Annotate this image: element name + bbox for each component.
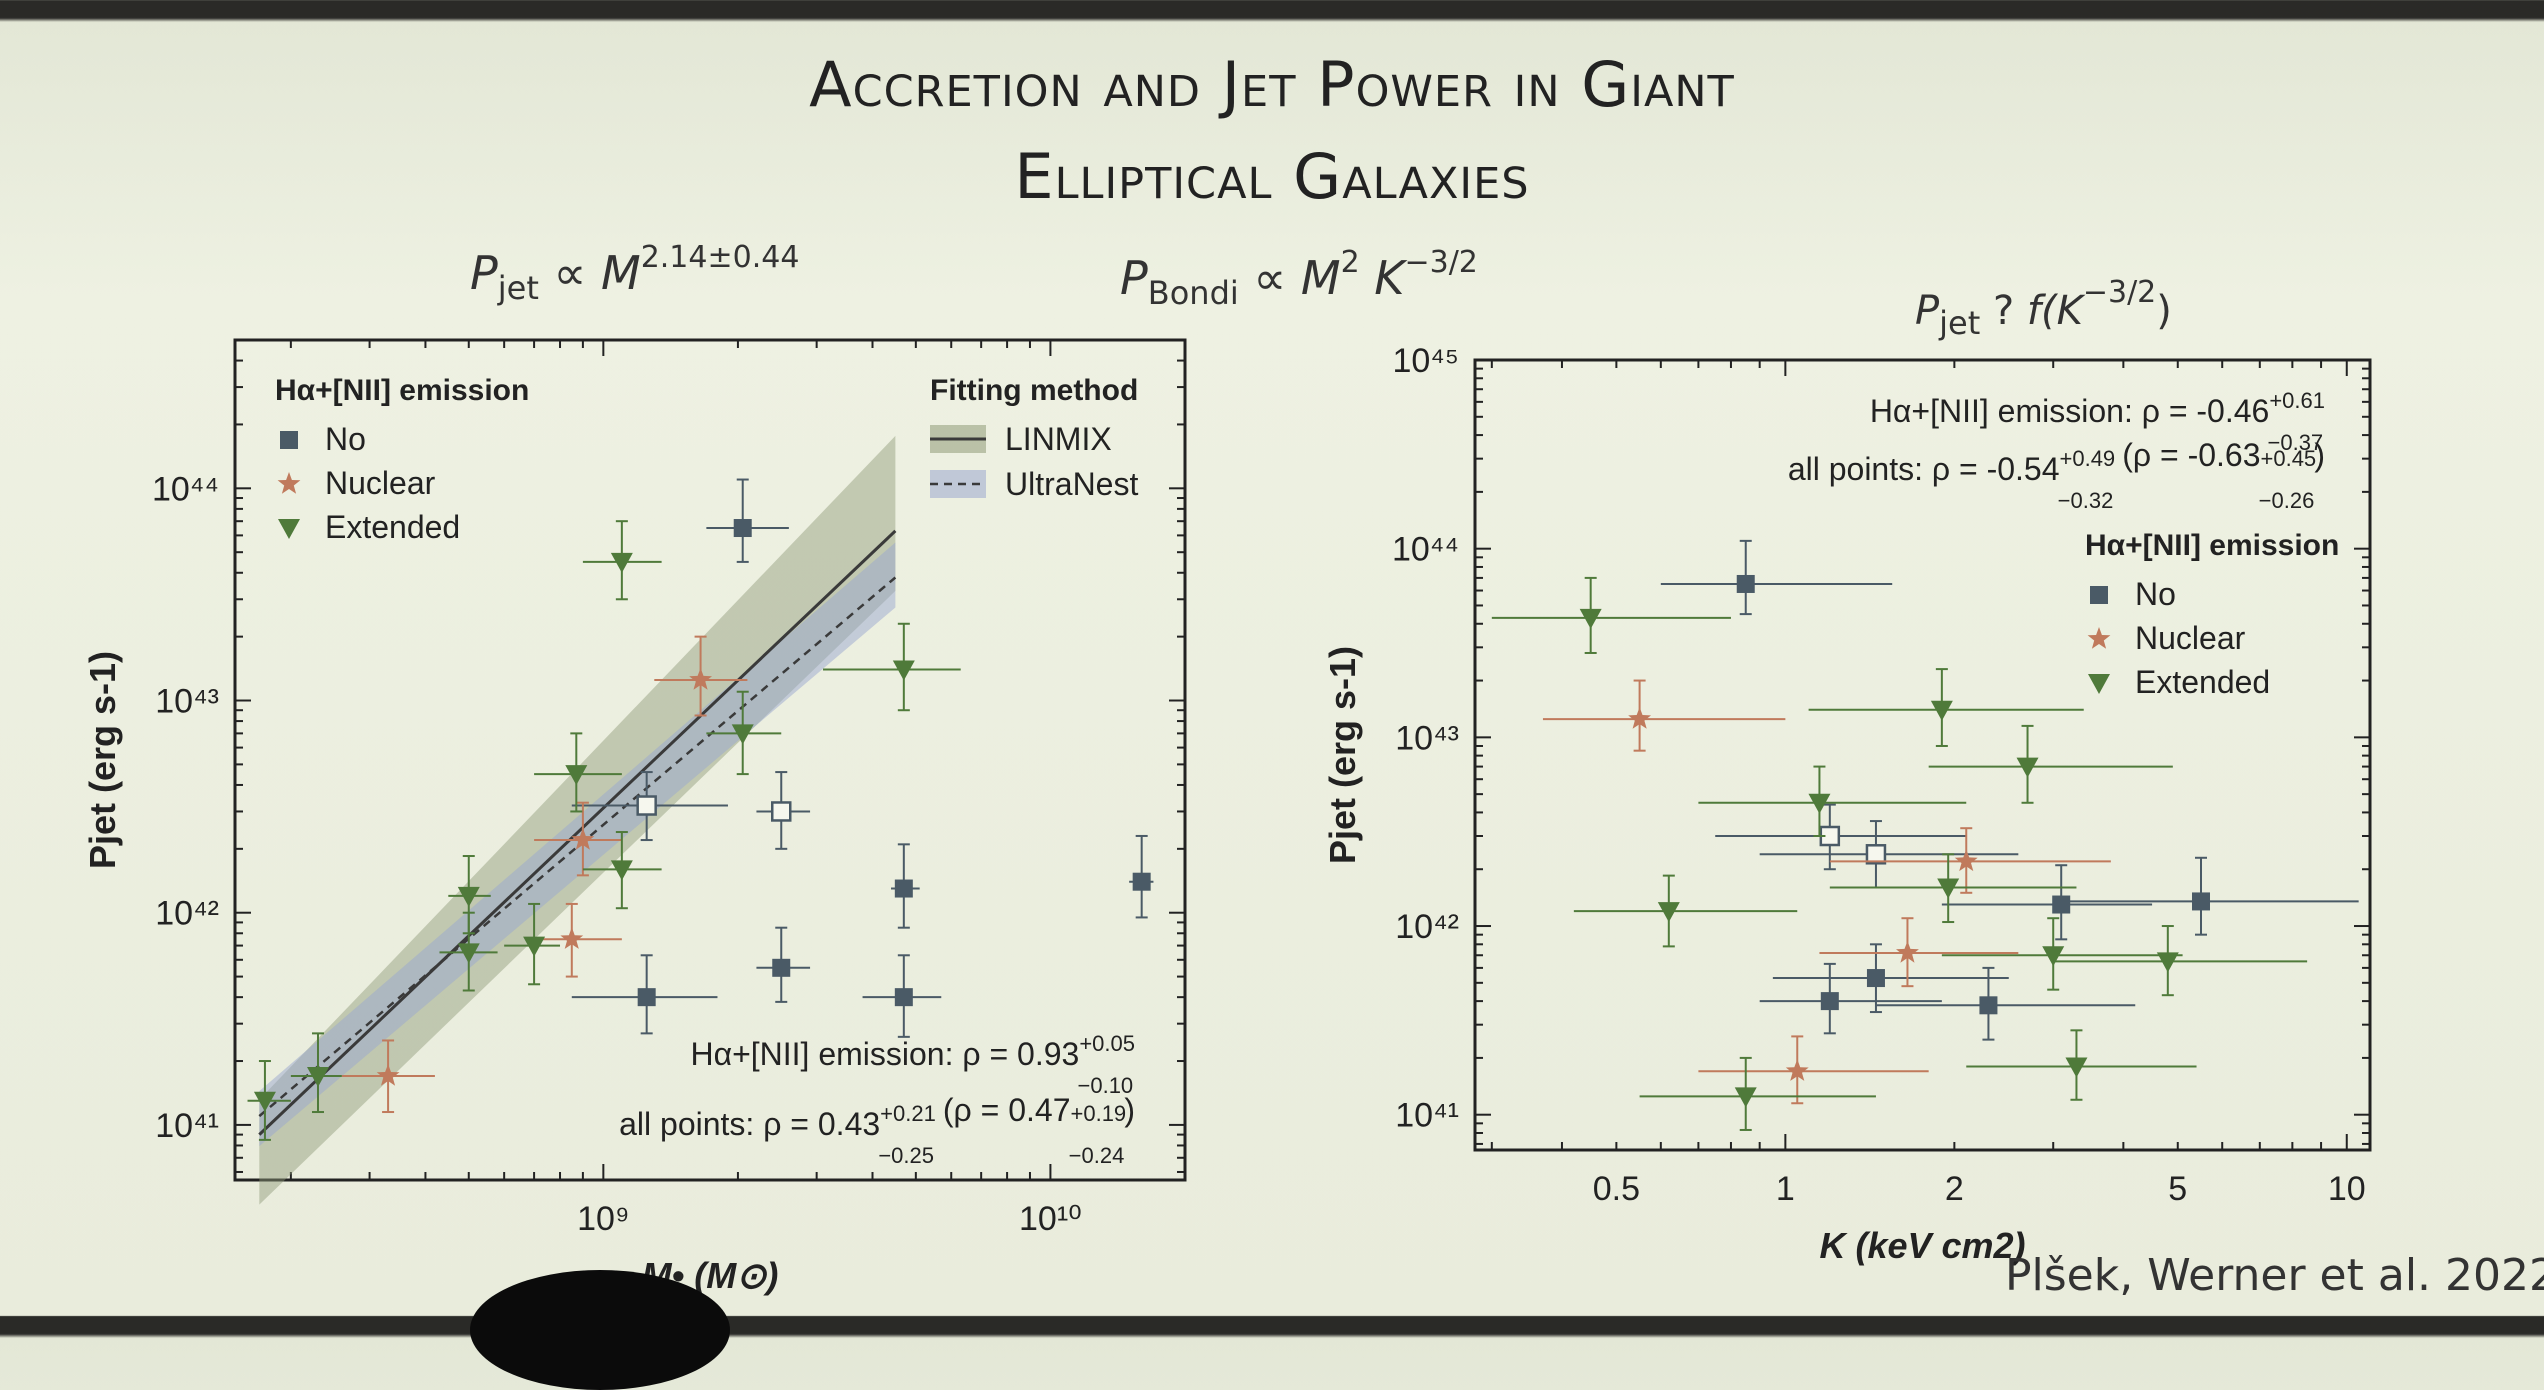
equation-pjet-mass: Pjet ∝ M2.14±0.44: [470, 240, 800, 307]
y-tick-label: 10⁴¹: [155, 1107, 219, 1145]
correlation-annotation-emission: Hα+[NII] emission: ρ = -0.46+0.61 −0.37: [1870, 388, 2325, 455]
fit-legend-label-linmix: LINMIX: [1005, 421, 1112, 457]
correlation-annotation-all: all points: ρ = -0.54+0.49 −0.32 (ρ = -0.…: [1788, 437, 2325, 513]
y-tick-label: 10⁴²: [1395, 908, 1459, 946]
audience-head-silhouette: [470, 1270, 730, 1390]
legend-label-extended: Extended: [2135, 664, 2270, 700]
data-point-extended-16: [610, 860, 633, 881]
y-tick-label: 10⁴³: [155, 683, 219, 721]
ultranest-confidence-band: [259, 542, 896, 1147]
legend-label-no: No: [325, 421, 366, 457]
equation-pjet-question: Pjet ? f(K−3/2): [1915, 275, 2172, 342]
data-point-extended-21: [253, 1091, 276, 1112]
data-point-nuclear-10: [1896, 940, 1919, 963]
x-tick-label: 10¹⁰: [1019, 1200, 1082, 1238]
data-point-extended-15: [1808, 793, 1831, 814]
data-point-nuclear-8: [1628, 707, 1651, 729]
data-point-extended-12: [1579, 608, 1602, 629]
x-axis-label: K (keV cm2): [1819, 1225, 2025, 1266]
data-point-nuclear-9: [1954, 849, 1978, 872]
data-point-nuclear-9: [571, 828, 595, 850]
data-point-extended-20: [2065, 1057, 2088, 1078]
data-point-nuclear-10: [560, 927, 584, 949]
data-point-extended-18: [2042, 946, 2065, 967]
data-point-extended-19: [523, 936, 546, 957]
data-point-open-7: [771, 801, 792, 822]
data-point-extended-21: [1734, 1087, 1757, 1108]
data-point-extended-19: [2156, 952, 2179, 973]
data-point-extended-13: [892, 660, 915, 681]
data-point-extended-18: [457, 943, 480, 964]
data-point-no-legend-0: [2090, 586, 2108, 604]
data-point-no-4: [894, 988, 913, 1007]
data-point-no-2: [772, 958, 791, 977]
data-point-extended-15: [565, 765, 588, 786]
data-point-open-6: [636, 795, 657, 816]
y-axis-label: Pjet (erg s-1): [1322, 646, 1363, 864]
data-point-nuclear-legend-1: [2087, 627, 2111, 649]
data-point-no-5: [1132, 872, 1151, 891]
legend-label-nuclear: Nuclear: [325, 465, 436, 501]
data-point-no-5: [1979, 996, 1998, 1015]
correlation-annotation-all: all points: ρ = 0.43+0.21 −0.25 (ρ = 0.47…: [619, 1092, 1135, 1168]
y-tick-label: 10⁴⁴: [1392, 531, 1459, 569]
y-tick-label: 10⁴⁵: [1392, 342, 1459, 380]
y-tick-label: 10⁴²: [155, 895, 219, 933]
slide: Accretion and Jet Power in Giant Ellipti…: [82, 48, 2544, 1390]
data-point-no-1: [2052, 895, 2071, 914]
x-tick-label: 1: [1776, 1170, 1795, 1208]
data-point-extended-16: [1937, 878, 1960, 899]
legend-title: Hα+[NII] emission: [275, 374, 529, 407]
y-tick-label: 10⁴⁴: [152, 470, 219, 508]
chart-2: 0.5 1 2 5 10 10⁴¹ 10⁴² 10⁴³ 10⁴⁴ 10⁴⁵ K (keV cm2) P…: [1322, 342, 2372, 1266]
slide-title-line1: Accretion and Jet Power in Giant: [809, 48, 1735, 121]
data-point-extended-legend-2: [2088, 674, 2110, 694]
legend-label-nuclear: Nuclear: [2135, 620, 2246, 656]
data-point-no-0: [733, 519, 752, 538]
data-point-no-1: [637, 988, 656, 1007]
data-point-no-3: [894, 879, 913, 898]
x-tick-label: 10: [2328, 1170, 2366, 1208]
data-point-no-4: [1820, 992, 1839, 1011]
y-tick-label: 10⁴³: [1395, 719, 1459, 757]
data-point-extended-14: [2016, 757, 2039, 778]
data-point-extended-13: [1930, 700, 1953, 721]
x-tick-label: 2: [1945, 1170, 1964, 1208]
slide-title-line2: Elliptical Galaxies: [1014, 140, 1530, 213]
citation: Plšek, Werner et al. 2022: [2005, 1250, 2544, 1301]
chart-frame: [233, 338, 1187, 1182]
legend-label-extended: Extended: [325, 509, 460, 545]
legend-title: Hα+[NII] emission: [2085, 529, 2339, 562]
x-tick-label: 0.5: [1593, 1170, 1640, 1208]
equation-pbondi: PBondi ∝ M2 K−3/2: [1120, 245, 1478, 312]
data-point-extended-14: [731, 724, 754, 745]
fit-legend-label-ultranest: UltraNest: [1005, 466, 1138, 502]
data-point-extended-12: [610, 552, 633, 573]
y-axis-label: Pjet (erg s-1): [82, 651, 123, 869]
correlation-annotation-emission: Hα+[NII] emission: ρ = 0.93+0.05 −0.10: [690, 1031, 1135, 1098]
data-point-extended-17: [1657, 902, 1680, 923]
x-tick-label: 5: [2168, 1170, 2187, 1208]
fit-legend-title: Fitting method: [930, 374, 1138, 407]
y-tick-label: 10⁴¹: [1395, 1097, 1459, 1135]
linmix-fit-line: [258, 529, 897, 1136]
legend-label-no: No: [2135, 576, 2176, 612]
x-tick-label: 10⁹: [577, 1200, 629, 1238]
data-point-open-7: [1865, 844, 1887, 865]
data-point-nuclear-legend-1: [277, 472, 301, 494]
data-point-extended-20: [306, 1067, 329, 1088]
data-point-nuclear-11: [376, 1064, 400, 1086]
data-point-extended-17: [457, 886, 480, 907]
data-point-extended-legend-2: [278, 519, 300, 539]
data-point-no-0: [1736, 574, 1755, 593]
data-point-nuclear-11: [1785, 1059, 1809, 1081]
data-point-no-legend-0: [280, 431, 298, 449]
data-point-nuclear-8: [689, 668, 712, 690]
data-point-no-2: [2192, 892, 2211, 911]
data-point-no-3: [1866, 969, 1885, 988]
